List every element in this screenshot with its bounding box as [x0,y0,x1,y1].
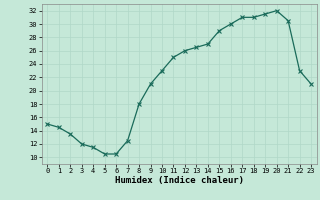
X-axis label: Humidex (Indice chaleur): Humidex (Indice chaleur) [115,176,244,185]
